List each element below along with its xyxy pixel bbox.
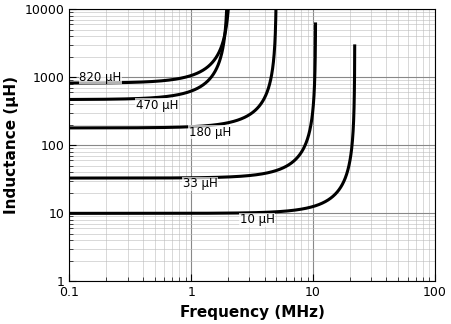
Y-axis label: Inductance (μH): Inductance (μH)	[4, 76, 19, 214]
Text: 33 μH: 33 μH	[183, 178, 217, 191]
Text: 470 μH: 470 μH	[136, 98, 178, 111]
Text: 180 μH: 180 μH	[189, 126, 231, 139]
Text: 820 μH: 820 μH	[79, 71, 121, 84]
Text: 10 μH: 10 μH	[240, 214, 275, 226]
X-axis label: Frequency (MHz): Frequency (MHz)	[180, 305, 325, 320]
